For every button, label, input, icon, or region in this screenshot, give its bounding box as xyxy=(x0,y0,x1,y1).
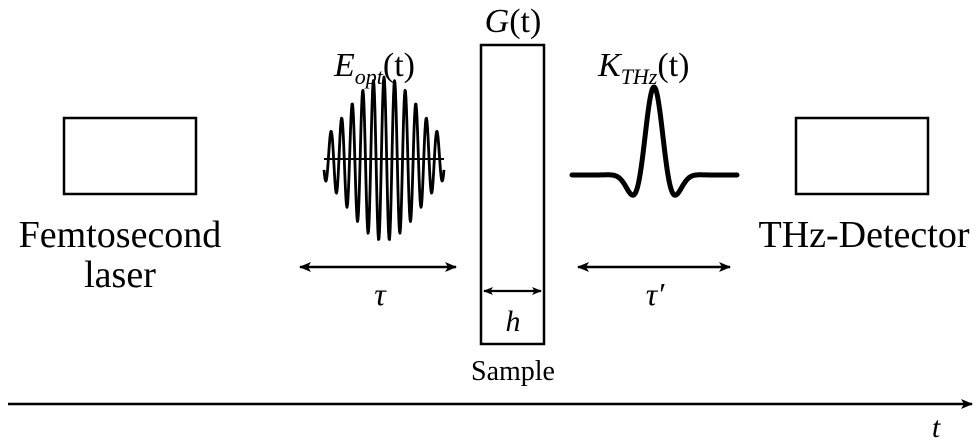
tau-label: τ xyxy=(374,276,387,312)
laser-label-line1: Femtosecond xyxy=(19,214,222,256)
e-opt-label: Eopt(t) xyxy=(333,47,415,89)
laser-label-line2: laser xyxy=(84,254,156,296)
h-label: h xyxy=(506,305,521,338)
optical-pulse-waveform xyxy=(322,75,446,241)
g-label: G(t) xyxy=(485,3,542,40)
sample-label: Sample xyxy=(471,356,555,387)
laser-box xyxy=(62,116,198,196)
thz-pulse-waveform xyxy=(569,84,740,198)
time-axis-label: t xyxy=(932,411,941,441)
sample-slab xyxy=(479,43,546,346)
tau-prime-label: τ′ xyxy=(646,276,665,312)
k-thz-label: KTHz(t) xyxy=(597,47,689,89)
detector-box xyxy=(794,116,930,196)
detector-label: THz-Detector xyxy=(759,214,970,256)
